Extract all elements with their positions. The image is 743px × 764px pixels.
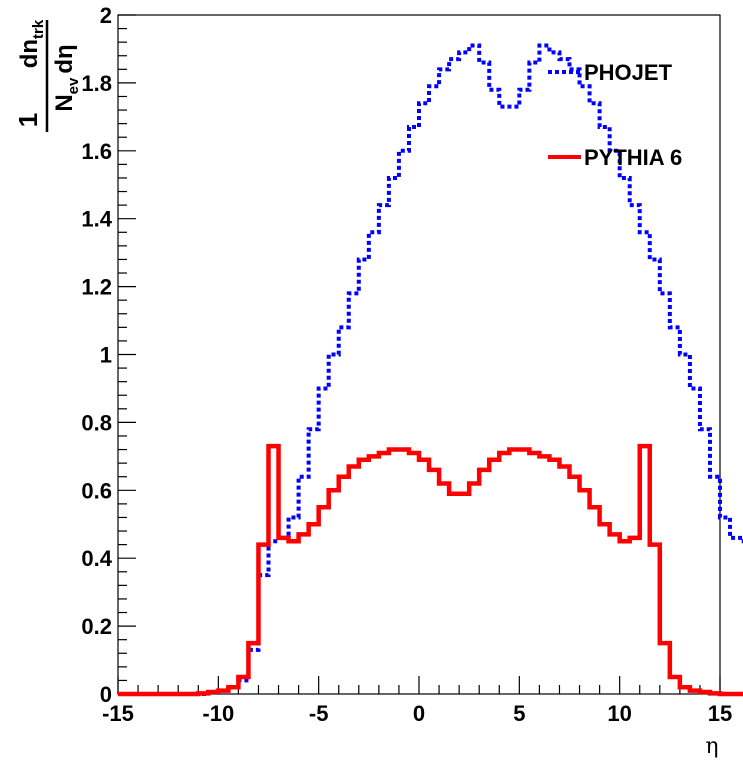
legend-label-phojet: PHOJET <box>584 60 673 85</box>
y-label-one: 1 <box>13 113 43 127</box>
x-tick-label: 15 <box>708 701 732 726</box>
series-phojet <box>118 43 743 696</box>
legend: PHOJET PYTHIA 6 <box>548 60 682 170</box>
y-tick-label: 0.4 <box>81 546 112 571</box>
legend-label-pythia: PYTHIA 6 <box>584 145 682 170</box>
y-tick-label: 0.8 <box>81 410 112 435</box>
x-tick-label: -10 <box>202 701 234 726</box>
y-tick-label: 2 <box>100 3 112 28</box>
y-tick-label: 1.6 <box>81 139 112 164</box>
x-axis-label: η <box>705 734 718 759</box>
x-tick-label: 5 <box>513 701 525 726</box>
y-tick-label: 0.6 <box>81 478 112 503</box>
series-pythia-6 <box>118 443 743 697</box>
x-tick-label: 10 <box>607 701 631 726</box>
y-label-numerator: dntrk <box>16 19 47 68</box>
y-tick-label: 1.8 <box>81 71 112 96</box>
y-tick-label: 1.2 <box>81 275 112 300</box>
y-tick-label: 1.4 <box>81 207 112 232</box>
y-axis-label: 1 dntrk Nevdη <box>13 19 82 132</box>
y-tick-label: 0 <box>100 682 112 707</box>
y-tick-label: 1 <box>100 343 112 368</box>
x-tick-label: 0 <box>413 701 425 726</box>
y-tick-label: 0.2 <box>81 614 112 639</box>
y-label-denominator: Nevdη <box>51 44 82 111</box>
x-tick-label: -5 <box>309 701 329 726</box>
x-tick-label: -15 <box>102 701 134 726</box>
